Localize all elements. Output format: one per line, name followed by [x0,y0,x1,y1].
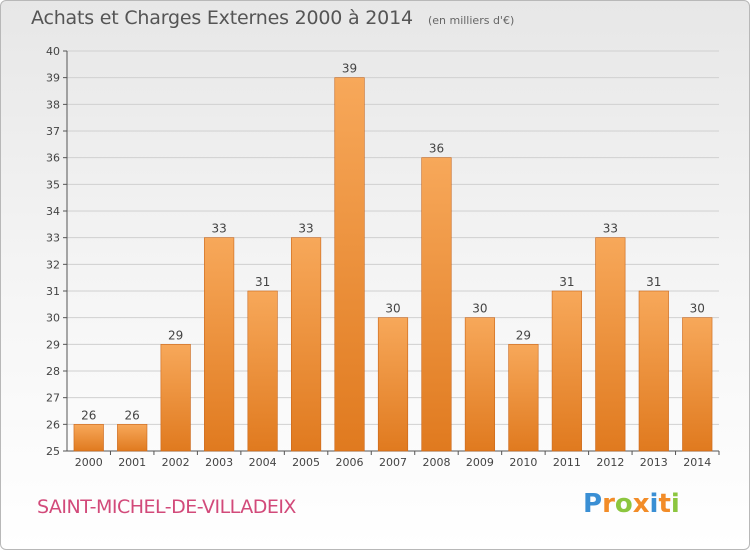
chart-subtitle: (en milliers d'€) [427,14,515,27]
x-tick-label: 2005 [292,456,320,469]
x-tick-label: 2013 [640,456,668,469]
y-tick-label: 38 [46,98,60,111]
proxiti-logo[interactable]: Proxiti [583,489,680,519]
bar [508,344,539,452]
logo-letter: i [649,489,659,519]
bar [73,424,104,452]
x-tick-label: 2002 [162,456,190,469]
y-tick-label: 31 [46,285,60,298]
y-tick-label: 30 [46,312,60,325]
y-tick-label: 34 [46,205,60,218]
x-tick-label: 2011 [553,456,581,469]
y-tick-label: 36 [46,152,60,165]
data-label: 26 [81,408,96,422]
bar [377,317,409,452]
bar [117,424,148,452]
logo-letter: i [670,489,680,519]
y-tick-label: 37 [46,125,60,138]
data-label: 33 [603,222,618,236]
data-label: 36 [429,142,444,156]
x-tick-label: 2014 [683,456,711,469]
bar [204,237,235,452]
data-label: 31 [559,275,574,289]
bar [595,237,626,452]
bar [160,344,191,452]
y-tick-label: 25 [46,445,60,458]
y-tick-label: 28 [46,365,60,378]
data-label: 33 [211,222,226,236]
commune-name: SAINT-MICHEL-DE-VILLADEIX [37,496,296,518]
x-tick-label: 2010 [509,456,537,469]
data-label: 30 [385,302,400,316]
y-tick-label: 39 [46,72,60,85]
y-tick-label: 27 [46,392,60,405]
bar [421,157,452,452]
x-tick-label: 2000 [75,456,103,469]
logo-letter: r [602,489,615,519]
x-tick-label: 2012 [596,456,624,469]
x-tick-label: 2004 [249,456,277,469]
bar [682,317,713,452]
bar [638,290,669,452]
logo-letter: x [632,489,650,519]
x-tick-label: 2003 [205,456,233,469]
y-tick-label: 32 [46,258,60,271]
y-tick-label: 40 [46,45,60,58]
data-label: 39 [342,62,357,76]
data-label: 26 [125,408,140,422]
bar [551,290,582,452]
title-row: Achats et Charges Externes 2000 à 2014 (… [31,7,514,29]
bar [290,237,322,452]
bar [464,317,496,452]
x-tick-label: 2008 [422,456,450,469]
bar [334,77,365,452]
x-tick-label: 2006 [336,456,364,469]
y-tick-label: 29 [46,338,60,351]
logo-letter: P [583,489,603,519]
bar [247,290,278,452]
y-tick-label: 26 [46,418,60,431]
data-label: 29 [516,328,531,342]
data-label: 33 [298,222,313,236]
data-label: 30 [690,302,705,316]
logo-letter: o [614,489,633,519]
x-tick-label: 2007 [379,456,407,469]
data-label: 30 [472,302,487,316]
x-tick-label: 2009 [466,456,494,469]
logo-letter: t [658,489,671,519]
y-tick-label: 33 [46,232,60,245]
data-label: 31 [646,275,661,289]
x-tick-label: 2001 [118,456,146,469]
data-label: 29 [168,328,183,342]
chart-title: Achats et Charges Externes 2000 à 2014 [31,7,413,29]
y-tick-label: 35 [46,178,60,191]
data-label: 31 [255,275,270,289]
